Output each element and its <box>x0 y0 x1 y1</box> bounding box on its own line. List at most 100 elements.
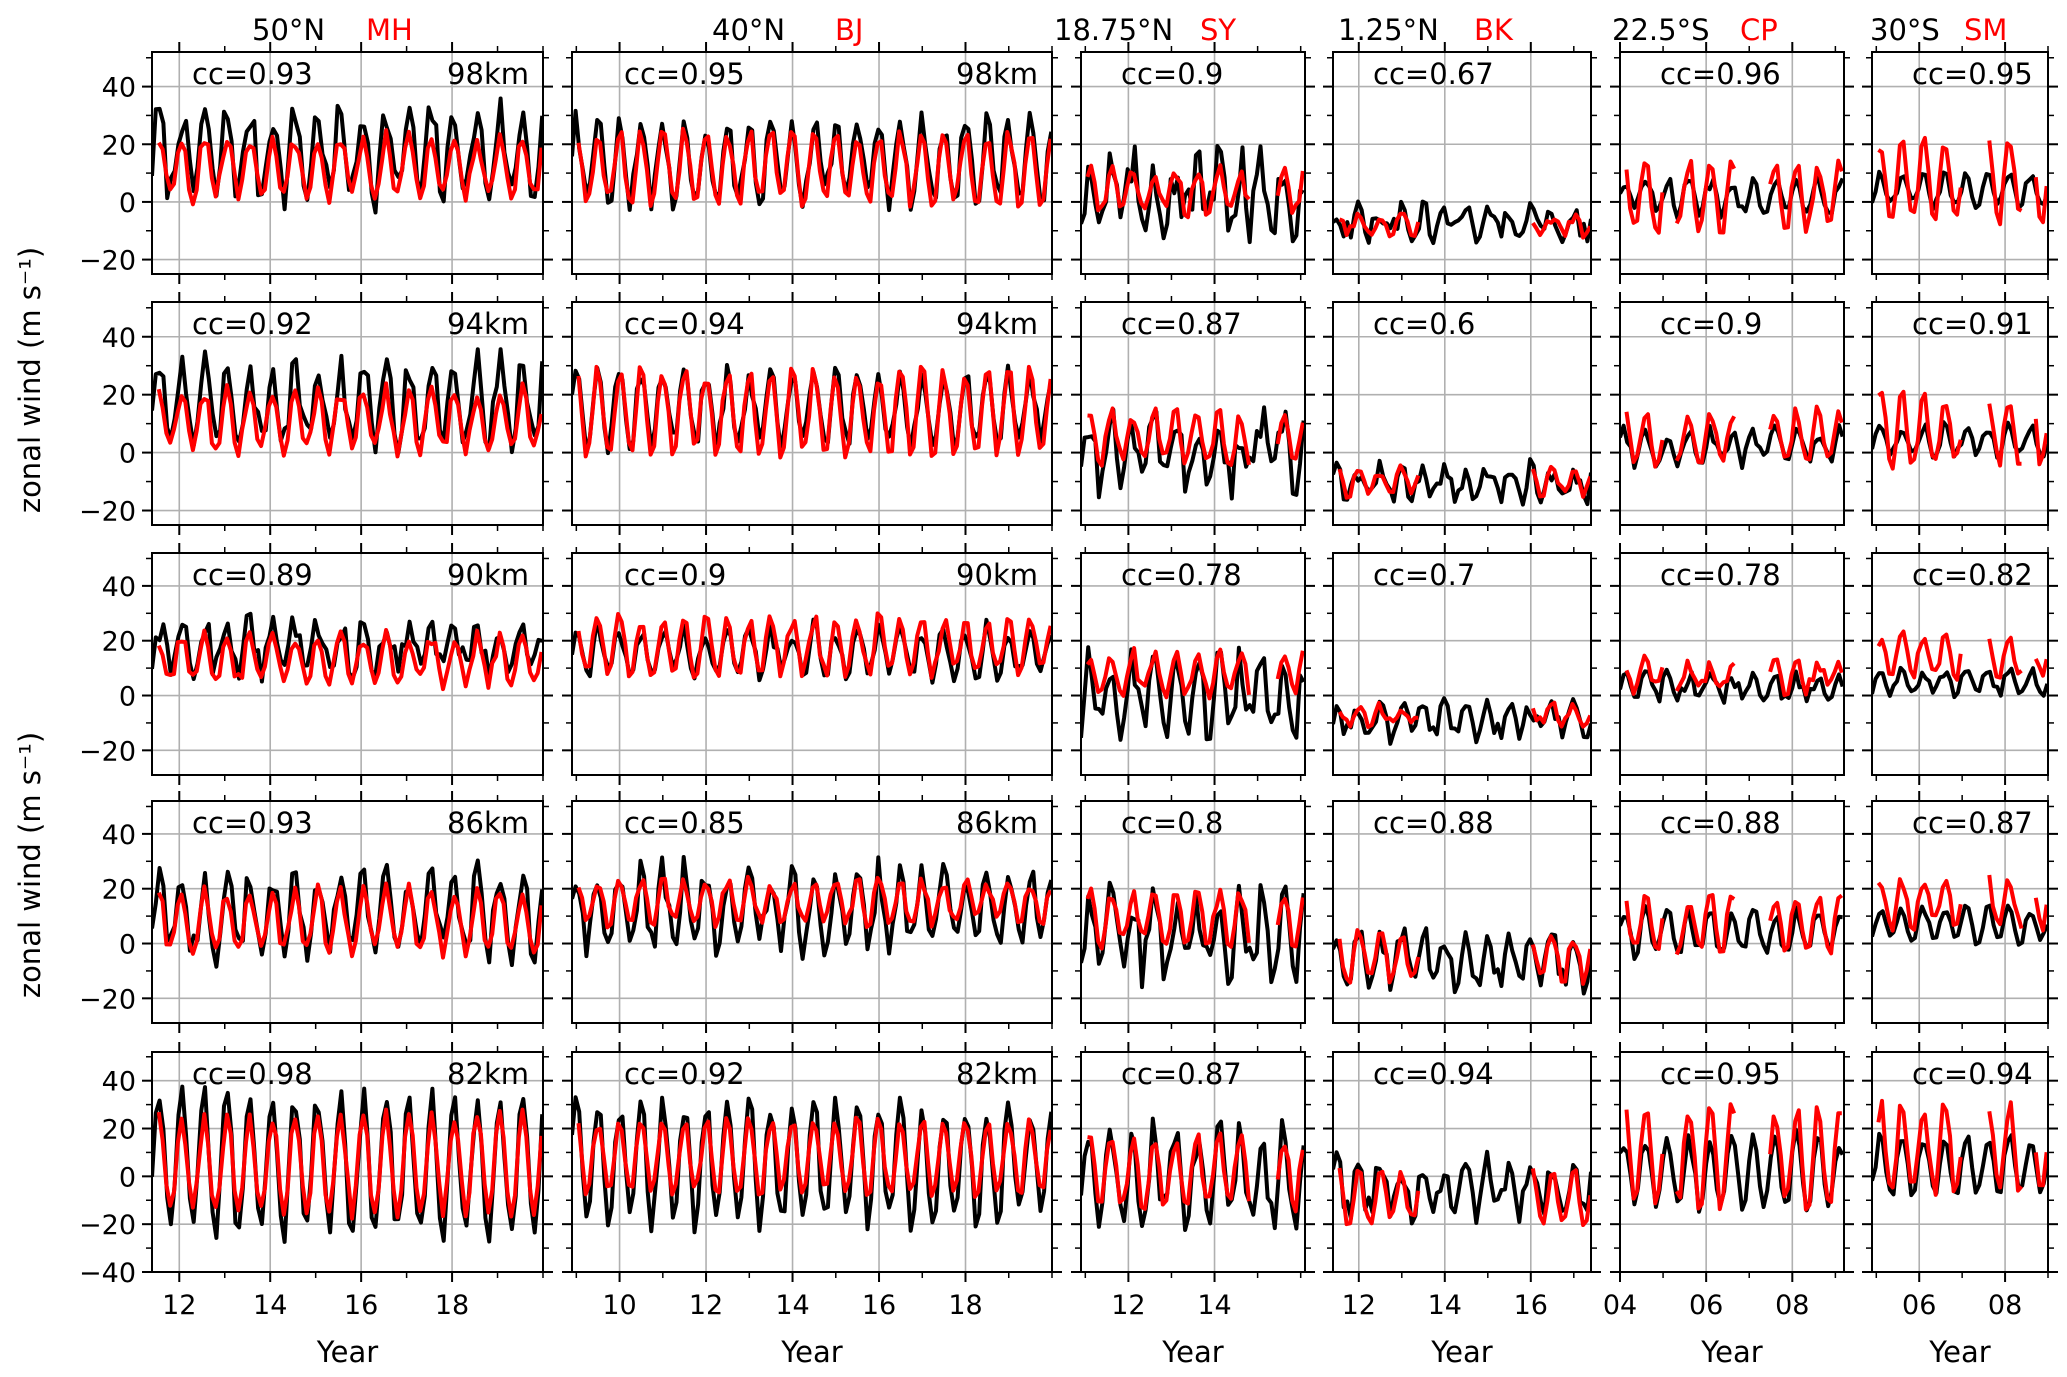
series-red-line <box>576 874 1052 930</box>
panel-r5-c3: 12 14 cc=0.87 Year <box>1071 1042 1315 1369</box>
x-tick-label: 14 <box>1428 1290 1462 1321</box>
panel-r1-c1: −20 0 20 40 cc=0.93 98km <box>79 42 553 284</box>
y-axis-label-upper: zonal wind (m s⁻¹) <box>13 247 47 513</box>
x-tick-label: 04 <box>1603 1290 1637 1321</box>
altitude-annotation: 82km <box>447 1057 529 1091</box>
axes-frame <box>1080 51 1306 275</box>
column-titles: 50°N MH 40°N BJ 18.75°N SY 1.25°N BK 22.5°S CP 30°… <box>252 13 2007 47</box>
x-tick-label: 16 <box>344 1290 378 1321</box>
series-red-line <box>2033 897 2048 933</box>
x-tick-label: 18 <box>435 1290 469 1321</box>
series-red-line <box>156 381 543 459</box>
axes-frame <box>1619 552 1845 776</box>
axes-frame <box>1619 1051 1845 1273</box>
axes-frame <box>151 301 544 526</box>
panel-r5-c4: 12 14 16 cc=0.94 Year <box>1323 1042 1601 1369</box>
panel-r1-c2: cc=0.95 98km <box>562 42 1062 284</box>
series-red-line <box>1337 1167 1421 1227</box>
axes-frame <box>1619 800 1845 1024</box>
axes-frame <box>1332 552 1592 776</box>
column-station-label: SM <box>1964 13 2007 47</box>
series-red-line <box>1275 413 1305 461</box>
series-red-line <box>1987 1100 2024 1193</box>
series-red-line <box>576 1115 1052 1199</box>
y-tick-label: −20 <box>79 1210 136 1241</box>
y-tick-label: −20 <box>79 736 136 767</box>
cc-annotation: cc=0.6 <box>1373 307 1475 341</box>
y-tick-label: 40 <box>102 820 136 851</box>
series-red-line <box>1768 1105 1842 1212</box>
x-axis-label: Year <box>316 1335 378 1369</box>
y-tick-label: 0 <box>119 439 136 470</box>
cc-annotation: cc=0.88 <box>1373 806 1494 840</box>
panel-r1-c5: cc=0.96 <box>1610 42 1854 284</box>
axes-frame <box>1619 301 1845 526</box>
x-tick-label: 12 <box>1342 1290 1376 1321</box>
y-tick-label: −40 <box>79 1258 136 1289</box>
cc-annotation: cc=0.95 <box>1660 1057 1781 1091</box>
y-axis-label-lower: zonal wind (m s⁻¹) <box>13 732 47 998</box>
axes-frame <box>1871 301 2049 526</box>
panel-r1-c6: cc=0.95 <box>1862 42 2058 284</box>
series-red-line <box>1877 389 1963 471</box>
y-tick-label: 20 <box>102 627 136 658</box>
y-tick-label: −20 <box>79 497 136 528</box>
column-latitude-label: 22.5°S <box>1612 13 1709 47</box>
series-red-line <box>1337 928 1421 985</box>
y-tick-label: 40 <box>102 323 136 354</box>
panel-r2-c2: cc=0.94 94km <box>562 292 1062 535</box>
y-tick-label: 0 <box>119 682 136 713</box>
cc-annotation: cc=0.93 <box>192 57 313 91</box>
x-tick-label: 10 <box>602 1290 636 1321</box>
series-red-line <box>1530 464 1591 499</box>
panel-r5-c6: 06 08 cc=0.94 Year <box>1862 1042 2058 1369</box>
panel-r3-c3: cc=0.78 <box>1071 543 1315 785</box>
series-red-line <box>1876 1098 1963 1197</box>
cc-annotation: cc=0.91 <box>1912 307 2033 341</box>
x-tick-label: 14 <box>253 1290 287 1321</box>
y-tick-label: 0 <box>119 188 136 219</box>
column-latitude-label: 50°N <box>252 13 325 47</box>
cc-annotation: cc=0.78 <box>1660 558 1781 592</box>
altitude-annotation: 90km <box>447 558 529 592</box>
cc-annotation: cc=0.93 <box>192 806 313 840</box>
axes-frame <box>1080 301 1306 526</box>
series-red-line <box>1624 1109 1665 1206</box>
x-axis-label: Year <box>780 1335 842 1369</box>
axes-frame <box>1332 301 1592 526</box>
y-tick-label: 20 <box>102 1115 136 1146</box>
altitude-annotation: 98km <box>956 57 1038 91</box>
panel-r1-c4: cc=0.67 <box>1323 42 1601 284</box>
series-red-line <box>1338 211 1421 239</box>
cc-annotation: cc=0.88 <box>1660 806 1781 840</box>
cc-annotation: cc=0.94 <box>1373 1057 1494 1091</box>
column-station-label: MH <box>366 13 413 47</box>
column-latitude-label: 18.75°N <box>1054 13 1173 47</box>
panel-r5-c1: 12 14 16 18 −40 −20 0 20 40 cc=0.98 82km Year <box>79 1042 553 1369</box>
series-red-line <box>1337 700 1419 729</box>
series-red-line <box>1674 412 1736 465</box>
panel-r2-c4: cc=0.6 <box>1323 292 1601 535</box>
y-tick-label: 40 <box>102 1067 136 1098</box>
series-red-line <box>1087 406 1251 468</box>
cc-annotation: cc=0.9 <box>624 558 726 592</box>
series-red-line <box>1085 163 1251 220</box>
cc-annotation: cc=0.7 <box>1373 558 1475 592</box>
axes-frame <box>1871 552 2049 776</box>
axes-frame <box>571 51 1053 275</box>
panel-r4-c5: cc=0.88 <box>1610 791 1854 1033</box>
series-red-line <box>1530 700 1591 729</box>
column-station-label: CP <box>1740 13 1778 47</box>
series-black-line <box>1333 199 1591 246</box>
x-axis-label: Year <box>1161 1335 1223 1369</box>
series-red-line <box>156 1107 543 1221</box>
axes-frame <box>1332 800 1592 1024</box>
cc-annotation: cc=0.9 <box>1660 307 1762 341</box>
series-red-line <box>2033 418 2048 467</box>
series-red-line <box>1768 158 1844 234</box>
series-red-line <box>1530 934 1591 986</box>
panel-r1-c3: cc=0.9 <box>1071 42 1315 284</box>
axes-frame <box>571 301 1053 526</box>
